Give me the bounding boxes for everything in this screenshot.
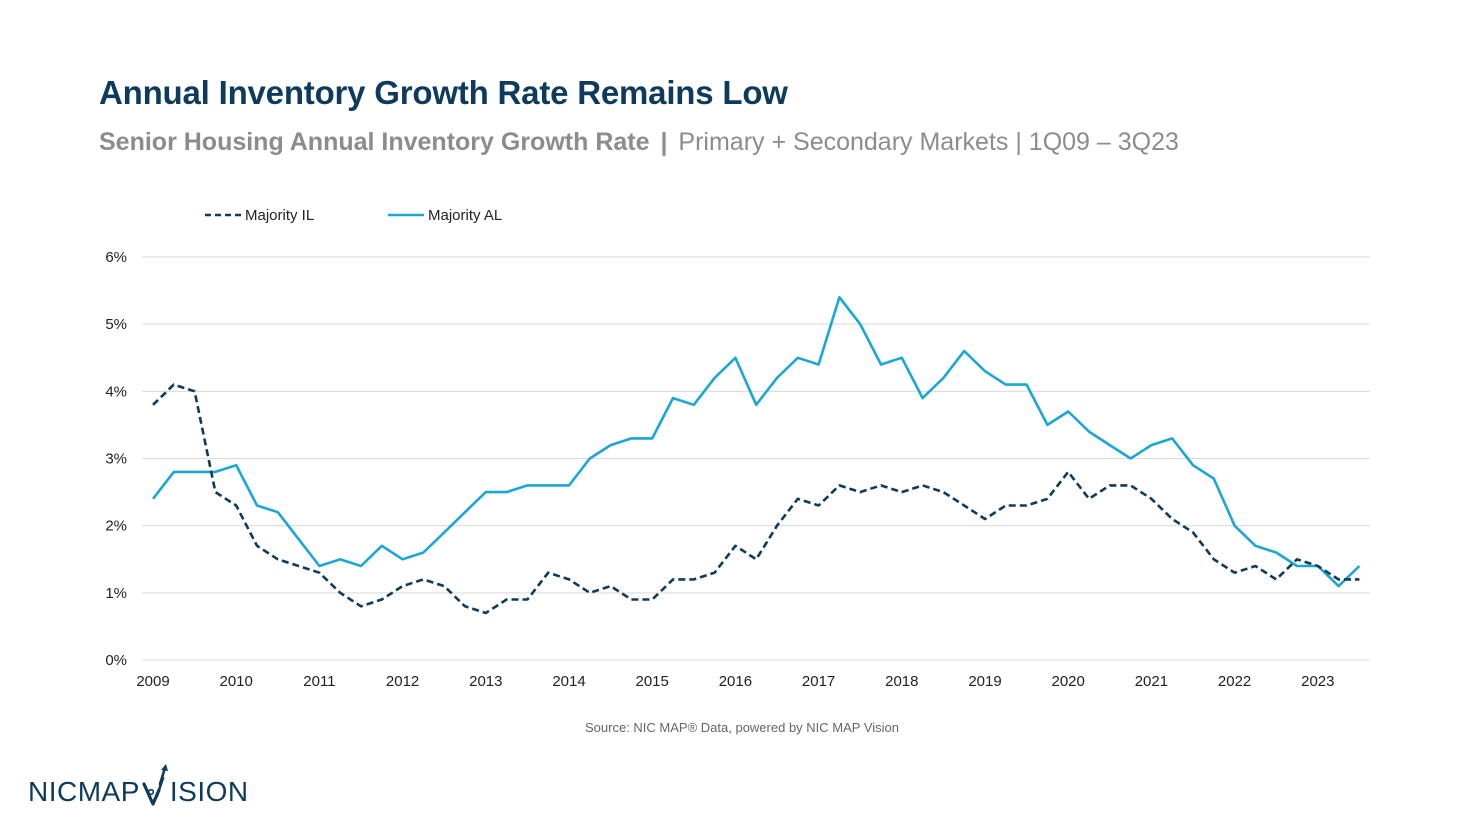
nic-map-vision-logo: NICMAP ISION — [28, 762, 249, 808]
x-tick-label: 2020 — [1052, 673, 1085, 690]
x-tick-label: 2015 — [636, 673, 669, 690]
logo-text-right: ISION — [169, 776, 249, 807]
x-tick-label: 2017 — [802, 673, 835, 690]
x-tick-label: 2011 — [303, 673, 335, 690]
x-tick-label: 2016 — [719, 673, 752, 690]
legend-label: Majority AL — [428, 207, 502, 224]
logo-v-mark-icon — [140, 762, 170, 808]
y-tick-label: 2% — [105, 518, 127, 535]
grid-lines — [142, 256, 1370, 661]
y-tick-label: 4% — [105, 383, 127, 400]
legend-label: Majority IL — [245, 207, 314, 224]
x-tick-label: 2018 — [885, 673, 918, 690]
x-tick-label: 2010 — [220, 673, 253, 690]
x-tick-label: 2021 — [1135, 673, 1168, 690]
y-tick-label: 0% — [105, 652, 127, 669]
subtitle-period: 1Q09 – 3Q23 — [1028, 128, 1179, 156]
x-tick-label: 2019 — [968, 673, 1001, 690]
subtitle-separator: | — [1015, 128, 1022, 156]
subtitle-main: Senior Housing Annual Inventory Growth R… — [99, 128, 650, 156]
x-tick-label: 2013 — [469, 673, 502, 690]
series-line-majority-al — [151, 295, 1361, 588]
y-tick-label: 1% — [105, 585, 127, 602]
x-tick-label: 2012 — [386, 673, 419, 690]
chart-title: Annual Inventory Growth Rate Remains Low — [99, 74, 788, 111]
x-axis: 2009 2010 2011 2012 2013 2014 2015 2016 2017 2018… — [136, 673, 1334, 690]
legend: Majority IL Majority AL — [205, 207, 502, 224]
logo-text-left: NICMAP — [28, 776, 140, 807]
x-tick-label: 2023 — [1301, 673, 1334, 690]
y-axis: 0% 1% 2% 3% 4% 5% 6% — [105, 249, 127, 669]
y-tick-label: 5% — [105, 316, 127, 333]
y-tick-label: 3% — [105, 451, 127, 468]
chart-subtitle: Senior Housing Annual Inventory Growth R… — [99, 128, 1179, 157]
y-tick-label: 6% — [105, 249, 127, 266]
series-line-majority-il — [152, 383, 1360, 615]
x-tick-label: 2014 — [552, 673, 585, 690]
x-tick-label: 2022 — [1218, 673, 1251, 690]
subtitle-separator: | — [660, 128, 668, 156]
source-note: Source: NIC MAP® Data, powered by NIC MA… — [585, 720, 899, 735]
subtitle-markets: Primary + Secondary Markets — [678, 128, 1009, 156]
series-lines — [151, 295, 1361, 615]
x-tick-label: 2009 — [136, 673, 169, 690]
